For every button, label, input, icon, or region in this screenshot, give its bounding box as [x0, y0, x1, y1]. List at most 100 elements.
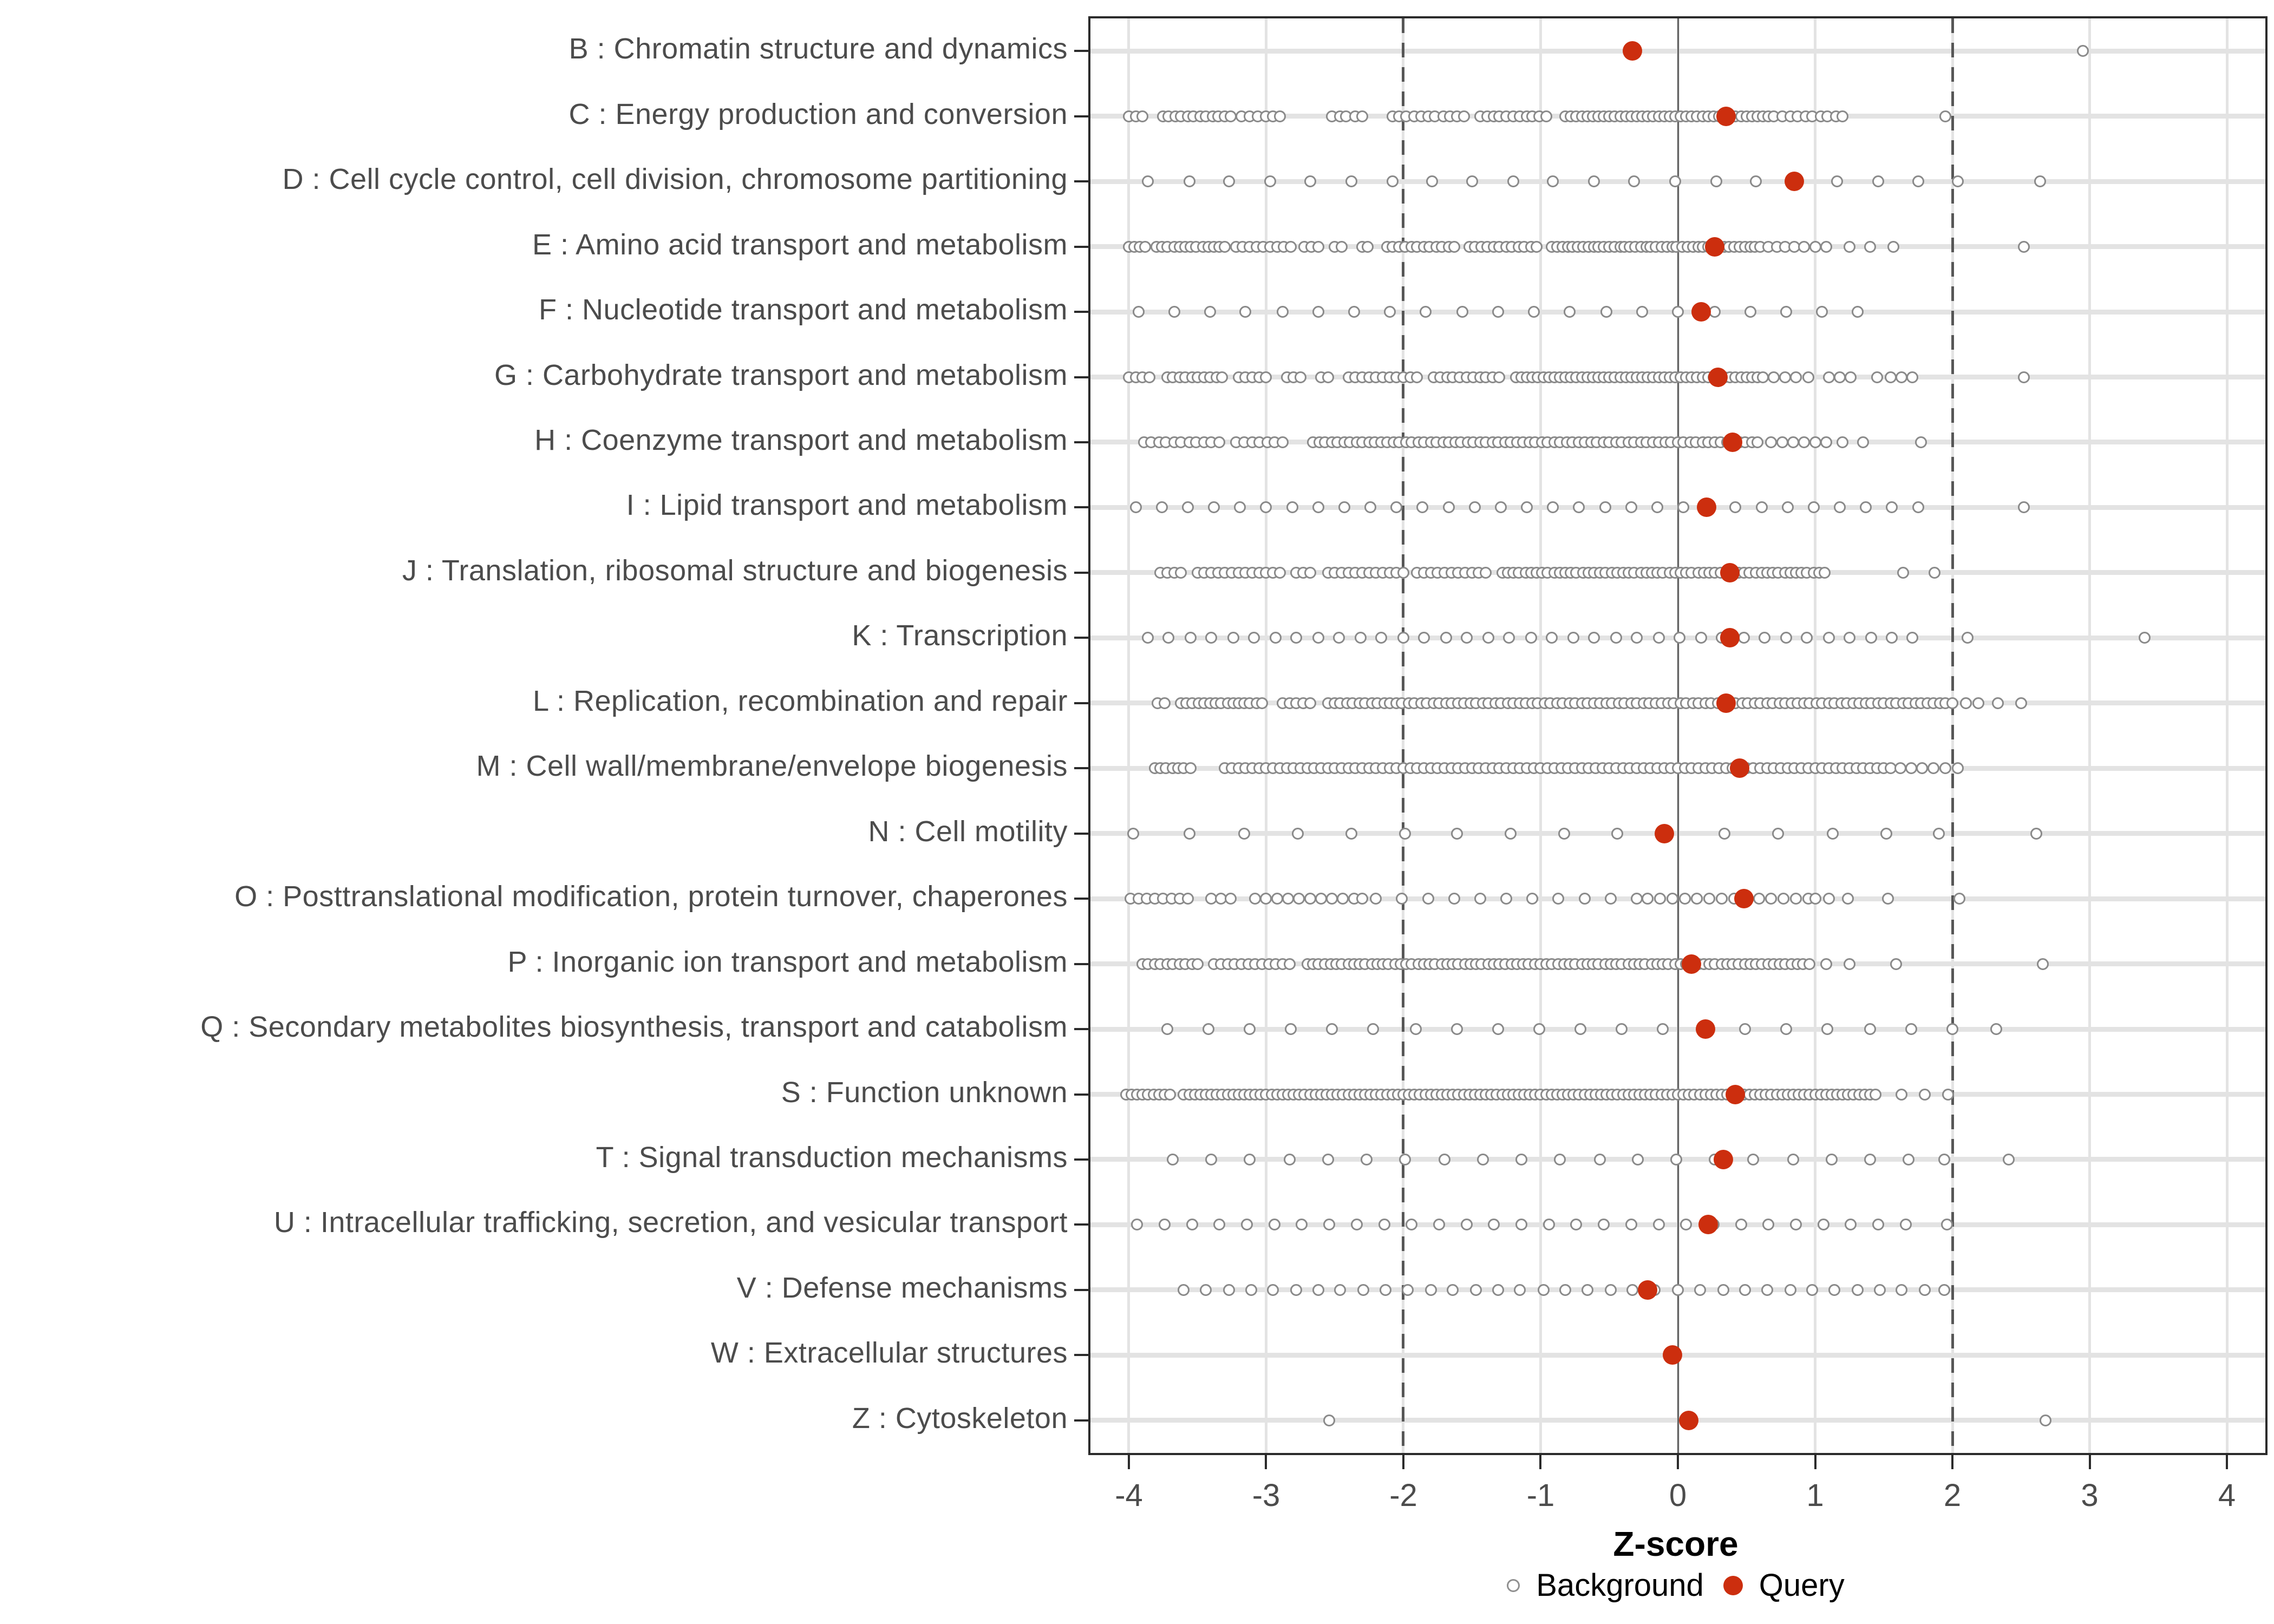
background-point	[1181, 893, 1194, 905]
background-point	[1362, 240, 1374, 253]
background-point	[1695, 632, 1708, 644]
background-point	[1952, 762, 1964, 775]
y-axis-label-U: U : Intracellular trafficking, secretion…	[273, 1206, 1068, 1239]
background-point	[1739, 1023, 1752, 1036]
legend: Background Query	[1088, 1567, 2263, 1603]
background-point	[1677, 501, 1690, 514]
background-point	[1525, 632, 1537, 644]
background-point	[2015, 697, 2027, 709]
background-point	[1515, 1219, 1527, 1231]
y-axis-label-L: L : Replication, recombination and repai…	[532, 684, 1068, 717]
background-point	[1494, 501, 1507, 514]
dashed-reference-line-2	[1951, 18, 1954, 1453]
background-point	[1753, 893, 1765, 905]
background-point	[1652, 1219, 1665, 1231]
background-point	[1581, 1284, 1593, 1296]
background-point	[1355, 632, 1367, 644]
background-point	[1450, 827, 1463, 840]
query-point-J	[1720, 562, 1740, 582]
background-point	[1447, 1284, 1459, 1296]
background-point	[1282, 893, 1295, 905]
v-gridline	[1264, 18, 1267, 1453]
background-point	[1802, 371, 1814, 383]
x-tick-label--1: -1	[1526, 1478, 1555, 1513]
background-point	[1450, 1023, 1463, 1036]
background-point	[1397, 632, 1409, 644]
background-point	[1672, 306, 1684, 318]
background-point-swatch-icon	[1507, 1579, 1520, 1592]
background-point	[1914, 436, 1927, 448]
background-point	[2017, 501, 2030, 514]
background-point	[1482, 632, 1495, 644]
background-point	[1886, 632, 1898, 644]
background-point	[1492, 1284, 1504, 1296]
background-point	[1896, 1284, 1908, 1296]
background-point	[1312, 306, 1324, 318]
background-point	[1186, 1219, 1198, 1231]
background-point	[1598, 1219, 1610, 1231]
background-point	[1657, 1023, 1669, 1036]
background-point	[1419, 306, 1432, 318]
background-point	[1386, 175, 1399, 188]
background-point	[1765, 893, 1778, 905]
y-axis-label-E: E : Amino acid transport and metabolism	[532, 228, 1068, 261]
background-point	[1139, 240, 1152, 253]
y-tick-mark	[1074, 702, 1088, 704]
y-tick-mark	[1074, 376, 1088, 378]
background-point	[1626, 1284, 1639, 1296]
background-point	[1383, 306, 1396, 318]
background-point	[1345, 175, 1357, 188]
background-point	[1906, 632, 1919, 644]
background-point	[1929, 566, 1941, 579]
background-point	[1807, 501, 1820, 514]
background-point	[1270, 632, 1282, 644]
background-point	[1694, 1284, 1706, 1296]
background-point	[1216, 371, 1229, 383]
y-axis-label-D: D : Cell cycle control, cell division, c…	[282, 163, 1068, 196]
background-point	[1418, 632, 1430, 644]
background-point	[1238, 827, 1250, 840]
background-point	[1803, 958, 1816, 970]
background-point	[1779, 371, 1791, 383]
background-point	[1208, 501, 1220, 514]
background-point	[1286, 501, 1298, 514]
background-point	[1378, 1219, 1390, 1231]
background-point	[2017, 371, 2030, 383]
background-point	[1356, 110, 1368, 122]
background-point	[1896, 371, 1908, 383]
background-point	[1953, 893, 1965, 905]
background-point	[1761, 1284, 1773, 1296]
background-point	[1273, 110, 1286, 122]
background-point	[1899, 1219, 1912, 1231]
background-point	[1219, 240, 1231, 253]
background-point	[1843, 632, 1855, 644]
y-axis-label-G: G : Carbohydrate transport and metabolis…	[494, 358, 1068, 391]
background-point	[1752, 436, 1764, 448]
background-point	[1224, 110, 1237, 122]
background-point	[1884, 371, 1897, 383]
background-point	[2034, 175, 2047, 188]
y-tick-mark	[1074, 767, 1088, 770]
background-point	[1304, 697, 1316, 709]
background-point	[1703, 893, 1716, 905]
background-point	[1504, 827, 1517, 840]
background-point	[1127, 827, 1139, 840]
background-point	[1837, 436, 1849, 448]
background-point	[1205, 632, 1218, 644]
background-point	[2076, 45, 2089, 57]
background-point	[1822, 371, 1835, 383]
background-point	[1787, 1153, 1799, 1165]
background-point	[1213, 436, 1226, 448]
background-point	[1825, 1153, 1838, 1165]
background-point	[1181, 501, 1194, 514]
background-point	[1380, 1284, 1392, 1296]
y-tick-mark	[1074, 1354, 1088, 1357]
background-point	[1507, 175, 1519, 188]
y-tick-mark	[1074, 832, 1088, 835]
background-point	[1304, 893, 1316, 905]
background-point	[1630, 632, 1643, 644]
query-point-W	[1662, 1345, 1682, 1365]
x-tick-label--3: -3	[1252, 1478, 1280, 1513]
background-point	[1466, 175, 1478, 188]
x-axis-title: Z-score	[1613, 1524, 1739, 1563]
